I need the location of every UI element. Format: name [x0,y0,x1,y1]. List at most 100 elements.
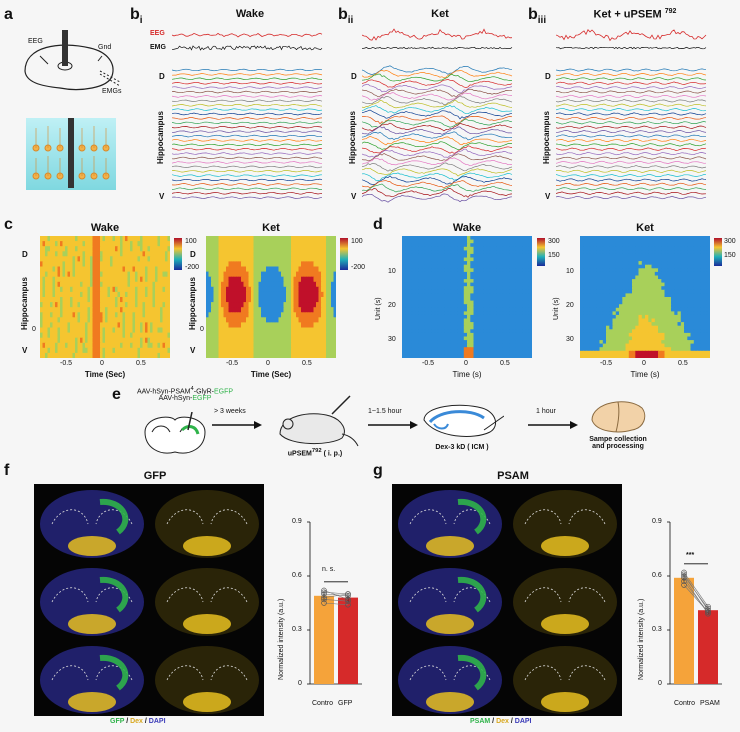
heatmap-cell [489,253,494,259]
heatmap-cell [236,337,240,344]
heatmap-cell [112,276,116,283]
heatmap-cell [470,332,475,338]
heatmap-cell [480,271,484,277]
heatmap-cell [405,246,410,251]
heatmap-cell [677,268,682,273]
heatmap-cell [165,352,169,358]
heatmap-cell [110,286,114,293]
heatmap-cell [506,261,510,266]
heatmap-cell [268,297,272,303]
heatmap-cell [95,342,99,349]
heatmap-cell [278,236,282,242]
lfp-trace [172,103,323,107]
heatmap-cell [228,352,232,358]
heatmap-cell [276,271,280,278]
heatmap-cell [87,327,91,334]
heatmap-cell [463,253,468,259]
heatmap-cell [434,307,439,312]
heatmap-cell [467,250,471,255]
heatmap-cell [132,302,136,308]
heatmap-cell [596,314,601,320]
heatmap-cell [661,243,666,248]
heatmap-cell [216,322,220,329]
heatmap-cell [70,286,74,293]
heatmap-cell [241,271,245,278]
heatmap-cell [489,322,494,327]
heatmap-cell [221,337,225,344]
panel-label-bii: bii [338,6,354,27]
heatmap-cell [293,241,297,247]
heatmap-cell [291,271,295,278]
heatmap-cell [328,322,332,329]
heatmap-cell [593,261,597,266]
heatmap-cell [684,304,688,309]
c-colorbar-wake-max: 100 [185,238,197,245]
heatmap-cell [140,307,144,313]
heatmap-cell [460,271,465,277]
heatmap-cell [162,251,166,257]
heatmap-cell [489,279,494,284]
heatmap-cell [55,297,59,303]
heatmap-cell [693,250,698,255]
heatmap-cell [651,300,656,305]
heatmap-cell [434,340,439,345]
heatmap-cell [291,291,295,298]
heatmap-cell [273,246,277,252]
heatmap-cell [102,302,106,308]
heatmap-cell [476,246,481,251]
heatmap-cell [615,261,620,266]
heatmap-cell [450,314,455,320]
heatmap-cell [47,337,51,344]
heatmap-cell [231,276,235,283]
heatmap-cell [286,286,290,293]
heatmap-cell [706,307,710,312]
heatmap-cell [580,286,584,291]
heatmap-cell [85,342,89,349]
heatmap-cell [231,352,235,358]
heatmap-cell [431,318,436,323]
heatmap-cell [473,271,478,277]
heatmap-cell [645,275,649,280]
heatmap-cell [135,261,139,268]
heatmap-cell [687,253,692,259]
heatmap-cell [499,297,504,302]
heatmap-cell [211,302,215,308]
heatmap-cell [318,251,322,257]
heatmap-cell [528,347,532,352]
heatmap-cell [65,246,69,252]
heatmap-cell [515,268,520,273]
heatmap-cell [82,266,86,273]
heatmap-cell [253,352,257,358]
heatmap-cell [519,246,523,251]
heatmap-cell [321,276,325,283]
heatmap-cell [155,246,159,252]
heatmap-cell [402,275,406,280]
heatmap-cell [512,354,517,358]
heatmap-cell [483,332,488,338]
heatmap-cell [519,279,523,284]
trace-plot [556,28,707,200]
heatmap-cell [583,268,588,273]
heatmap-cell [316,286,320,293]
emg-trace [362,46,513,50]
heatmap-cell [437,329,442,334]
heatmap-cell [160,236,164,242]
heatmap-cell [253,256,257,262]
heatmap-cell [246,332,250,339]
heatmap-cell [593,250,597,255]
lfp-trace [556,147,707,151]
heatmap-cell [583,236,588,241]
heatmap-cell [243,291,247,298]
heatmap-cell [321,291,325,298]
heatmap-cell [628,289,633,294]
heatmap-cell [431,297,436,302]
lfp-trace [172,121,323,125]
heatmap-cell [75,271,79,278]
lfp-trace [172,165,323,169]
heatmap-cell [40,251,44,257]
heatmap-cell [253,236,257,242]
heatmap-cell [95,322,99,329]
heatmap-cell [509,340,514,345]
heatmap-cell [463,325,468,330]
lfp-trace [362,145,513,154]
